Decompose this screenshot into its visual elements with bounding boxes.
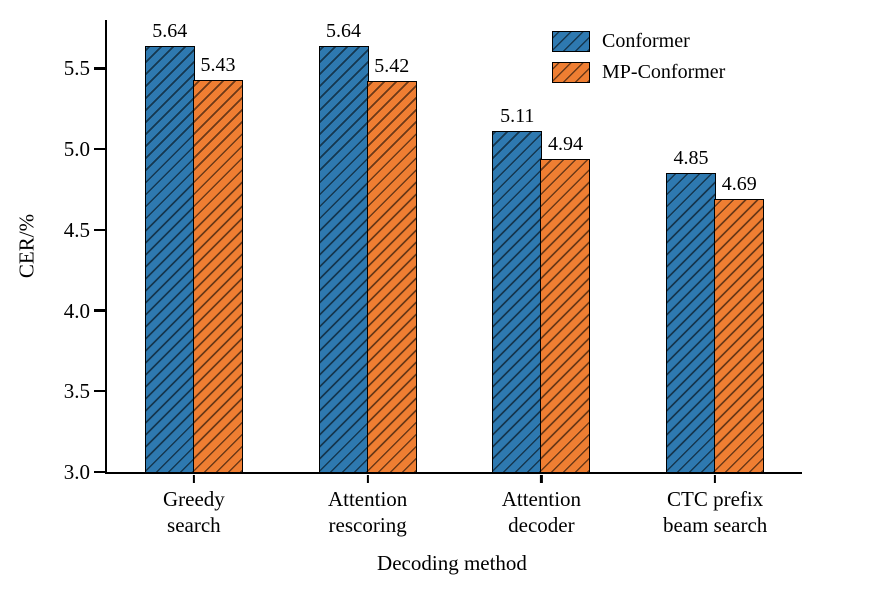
plot-area: Conformer MP-Conformer 3.0 3.5 4.0 4.5 5.0 5.… [64,20,802,537]
y-tick [94,228,105,231]
x-tick [366,474,369,483]
bar-value-label: 4.85 [673,147,709,170]
bar-mp-conformer: 5.43 [192,54,243,472]
legend-item-mp-conformer: MP-Conformer [552,61,725,83]
bar-value-label: 4.94 [547,132,583,155]
bar-conformer: 5.64 [318,20,369,472]
category-label: Attention decoder [501,487,582,537]
y-tick [94,309,105,312]
bar-value-label: 5.43 [200,53,236,76]
y-tick-label: 3.0 [63,460,90,484]
y-tick [94,390,105,393]
x-tick [540,474,543,483]
y-tick-label: 4.0 [63,298,90,323]
bar-group: 5.64 5.42 Attention rescoring [281,20,455,537]
y-tick [94,67,105,70]
bar-mp-conformer: 4.94 [540,133,591,472]
y-tick-label: 4.5 [63,217,90,242]
bar-group: 5.64 5.43 Greedy search [107,20,281,537]
x-axis-title: Decoding method [377,551,527,575]
legend-label: Conformer [602,30,690,52]
bar-value-label: 5.11 [500,105,535,128]
legend-swatch-conformer [552,30,590,52]
bar-group: 5.11 4.94 Attention decoder [455,20,629,537]
legend: Conformer MP-Conformer [552,30,725,83]
bar-conformer: 5.11 [492,105,543,472]
bar-conformer: 5.64 [144,20,195,472]
legend-swatch-mp-conformer [552,61,590,83]
category-label: Attention rescoring [327,487,408,537]
y-tick-label: 3.5 [63,379,90,404]
x-tick [192,474,195,483]
y-tick [94,470,105,474]
bar-mp-conformer: 4.69 [714,173,765,472]
y-tick-label: 5.5 [63,56,90,81]
y-tick [94,148,105,151]
bar-value-label: 4.69 [721,173,757,196]
bar-value-label: 5.42 [374,55,410,78]
legend-item-conformer: Conformer [552,30,725,52]
y-axis-title: CER/% [14,213,39,279]
bar-group: 4.85 4.69 CTC prefix beam search [628,20,802,537]
bar-value-label: 5.64 [326,19,362,42]
bar-value-label: 5.64 [152,19,188,42]
y-tick-label: 5.0 [63,137,90,162]
x-tick [714,474,717,483]
bar-conformer: 4.85 [666,147,717,472]
legend-label: MP-Conformer [602,61,726,83]
category-label: Greedy search [162,487,225,537]
bar-mp-conformer: 5.42 [366,55,417,472]
category-label: CTC prefix beam search [662,487,768,537]
